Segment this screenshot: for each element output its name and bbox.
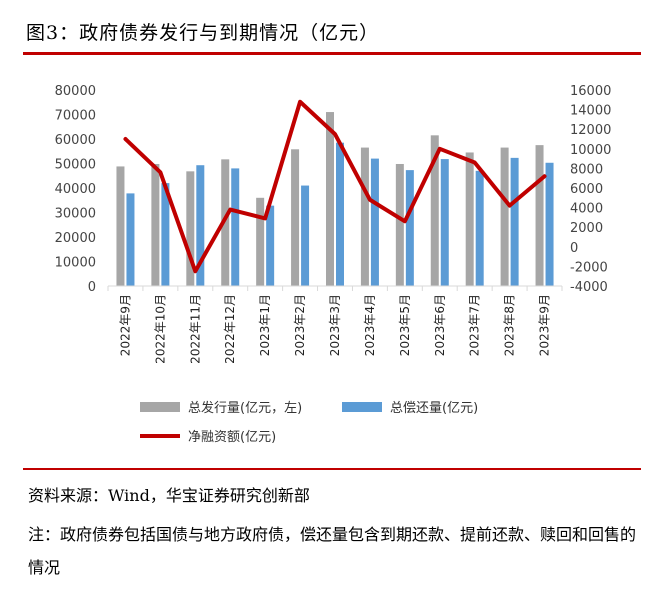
category-label-3: 2022年12月 (223, 294, 237, 364)
legend-label-issuance: 总发行量(亿元，左) (188, 400, 302, 416)
right-tick-label-6: 8000 (570, 162, 603, 177)
right-tick-label-1: -2000 (570, 260, 608, 275)
note-text: 注：政府债券包括国债与地方政府债，偿还量包含到期还款、提前还款、赎回和回售的情况 (28, 525, 637, 577)
right-axis-ticks: -4000 -2000 0 2000 4000 6000 8000 10000 12000 140… (570, 84, 611, 295)
bar-repayment-2 (196, 165, 205, 286)
bar-issuance-9 (430, 135, 439, 286)
bar-repayment-12 (545, 162, 554, 286)
bar-repayment-9 (440, 159, 449, 286)
left-tick-label-2: 20000 (55, 231, 96, 246)
legend-swatch-issuance (140, 402, 180, 412)
point-net-financing-5 (298, 100, 302, 104)
legend-label-repayment: 总偿还量(亿元) (390, 401, 478, 416)
category-ticks (107, 286, 563, 291)
category-label-2: 2022年11月 (188, 294, 202, 364)
category-label-11: 2023年8月 (503, 294, 517, 356)
bars-layer (116, 112, 554, 286)
point-net-financing-0 (123, 137, 127, 141)
bar-repayment-1 (161, 183, 170, 286)
bar-repayment-0 (126, 193, 135, 286)
point-net-financing-7 (368, 198, 372, 202)
right-tick-label-8: 12000 (570, 123, 611, 138)
category-label-6: 2023年3月 (328, 294, 342, 356)
bar-issuance-11 (500, 147, 509, 286)
bar-issuance-1 (151, 163, 160, 286)
right-tick-label-4: 4000 (570, 202, 603, 217)
bar-issuance-10 (465, 152, 474, 286)
bar-issuance-7 (360, 147, 369, 286)
bar-repayment-7 (370, 158, 379, 286)
left-axis-ticks: 0 10000 20000 30000 40000 50000 60000 70000 8000… (55, 84, 96, 295)
bar-repayment-11 (510, 157, 519, 286)
point-net-financing-1 (158, 170, 162, 174)
bar-issuance-3 (221, 159, 230, 286)
right-tick-label-0: -4000 (570, 280, 608, 295)
legend-swatch-repayment (342, 402, 382, 412)
bar-issuance-12 (535, 145, 544, 286)
bottom-rule (23, 468, 641, 470)
category-label-1: 2022年10月 (153, 294, 167, 364)
bar-issuance-4 (256, 197, 265, 286)
left-tick-label-8: 80000 (55, 84, 96, 99)
right-tick-label-2: 0 (570, 241, 578, 256)
bar-repayment-5 (301, 185, 310, 286)
category-label-12: 2023年9月 (538, 294, 552, 356)
figure-title: 图3：政府债券发行与到期情况（亿元） (26, 22, 380, 44)
point-net-financing-11 (508, 204, 512, 208)
category-label-4: 2023年1月 (258, 294, 272, 356)
left-tick-label-0: 0 (88, 280, 96, 295)
category-label-10: 2023年7月 (468, 294, 482, 356)
category-label-8: 2023年5月 (398, 294, 412, 356)
right-tick-label-10: 16000 (570, 84, 611, 99)
point-net-financing-8 (403, 219, 407, 223)
bar-repayment-4 (266, 205, 275, 286)
bar-issuance-8 (395, 163, 404, 286)
left-tick-label-5: 50000 (55, 158, 96, 173)
right-tick-label-3: 2000 (570, 221, 603, 236)
left-tick-label-1: 10000 (55, 256, 96, 271)
left-tick-label-3: 30000 (55, 207, 96, 222)
left-tick-label-4: 40000 (55, 182, 96, 197)
legend-label-net-financing: 净融资额(亿元) (188, 430, 276, 445)
right-tick-label-9: 14000 (570, 104, 611, 119)
line-layer (123, 99, 547, 274)
point-net-financing-12 (543, 174, 547, 178)
right-tick-label-7: 10000 (570, 143, 611, 158)
bar-issuance-5 (291, 149, 300, 286)
point-net-financing-3 (228, 208, 232, 212)
left-tick-label-7: 70000 (55, 109, 96, 124)
bar-repayment-3 (231, 168, 240, 286)
bar-issuance-0 (116, 166, 125, 286)
bar-issuance-2 (186, 171, 195, 286)
chart: 0100002000030000400005000060000700008000… (55, 84, 612, 445)
bar-repayment-6 (336, 142, 344, 286)
bar-issuance-6 (326, 112, 334, 286)
category-label-9: 2023年6月 (433, 294, 447, 356)
bar-repayment-10 (475, 170, 484, 286)
source-text: 资料来源：Wind，华宝证券研究创新部 (28, 486, 310, 505)
point-net-financing-4 (263, 216, 267, 220)
point-net-financing-9 (438, 147, 442, 151)
category-label-7: 2023年4月 (363, 294, 377, 356)
right-tick-label-5: 6000 (570, 182, 603, 197)
point-net-financing-6 (333, 132, 337, 136)
left-tick-label-6: 60000 (55, 133, 96, 148)
category-labels: 2022年9月 2022年10月 2022年11月 2022年12月 2023年1月 20… (118, 294, 551, 364)
legend: 总发行量(亿元，左) 总偿还量(亿元) 净融资额(亿元) (140, 400, 478, 445)
point-net-financing-10 (473, 161, 477, 165)
top-rule (23, 52, 641, 55)
bar-repayment-8 (405, 170, 414, 286)
category-label-5: 2023年2月 (293, 294, 307, 356)
point-net-financing-2 (193, 269, 197, 273)
category-label-0: 2022年9月 (118, 294, 132, 356)
